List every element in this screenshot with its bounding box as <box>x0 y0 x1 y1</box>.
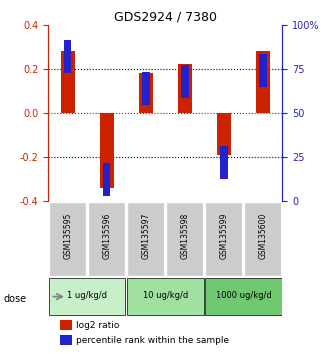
Text: GSM135596: GSM135596 <box>102 212 111 259</box>
Bar <box>139 73 152 113</box>
FancyBboxPatch shape <box>205 279 282 315</box>
FancyBboxPatch shape <box>127 279 204 315</box>
Text: 10 ug/kg/d: 10 ug/kg/d <box>143 291 188 300</box>
Text: GSM135600: GSM135600 <box>258 212 267 259</box>
Text: 1 ug/kg/d: 1 ug/kg/d <box>67 291 107 300</box>
FancyBboxPatch shape <box>127 202 165 276</box>
Bar <box>64 40 72 73</box>
FancyBboxPatch shape <box>49 279 126 315</box>
FancyBboxPatch shape <box>88 202 126 276</box>
FancyBboxPatch shape <box>244 202 282 276</box>
Bar <box>178 64 192 113</box>
Text: GSM135597: GSM135597 <box>141 212 150 259</box>
Bar <box>60 320 72 330</box>
Bar <box>217 113 231 155</box>
Text: GSM135599: GSM135599 <box>219 212 229 259</box>
Text: GSM135595: GSM135595 <box>63 212 72 259</box>
FancyBboxPatch shape <box>205 202 243 276</box>
Text: dose: dose <box>3 294 26 304</box>
Bar <box>259 54 267 87</box>
Title: GDS2924 / 7380: GDS2924 / 7380 <box>114 11 217 24</box>
FancyBboxPatch shape <box>49 202 86 276</box>
Bar <box>60 335 72 346</box>
Bar <box>103 163 110 196</box>
Text: percentile rank within the sample: percentile rank within the sample <box>76 336 230 345</box>
Bar <box>220 146 228 179</box>
Bar <box>181 65 189 98</box>
Text: log2 ratio: log2 ratio <box>76 321 120 330</box>
Text: 1000 ug/kg/d: 1000 ug/kg/d <box>215 291 271 300</box>
Bar <box>256 51 270 113</box>
Bar <box>142 72 150 105</box>
Text: GSM135598: GSM135598 <box>180 212 189 258</box>
FancyBboxPatch shape <box>166 202 204 276</box>
Bar <box>100 113 114 188</box>
Bar <box>61 51 74 113</box>
